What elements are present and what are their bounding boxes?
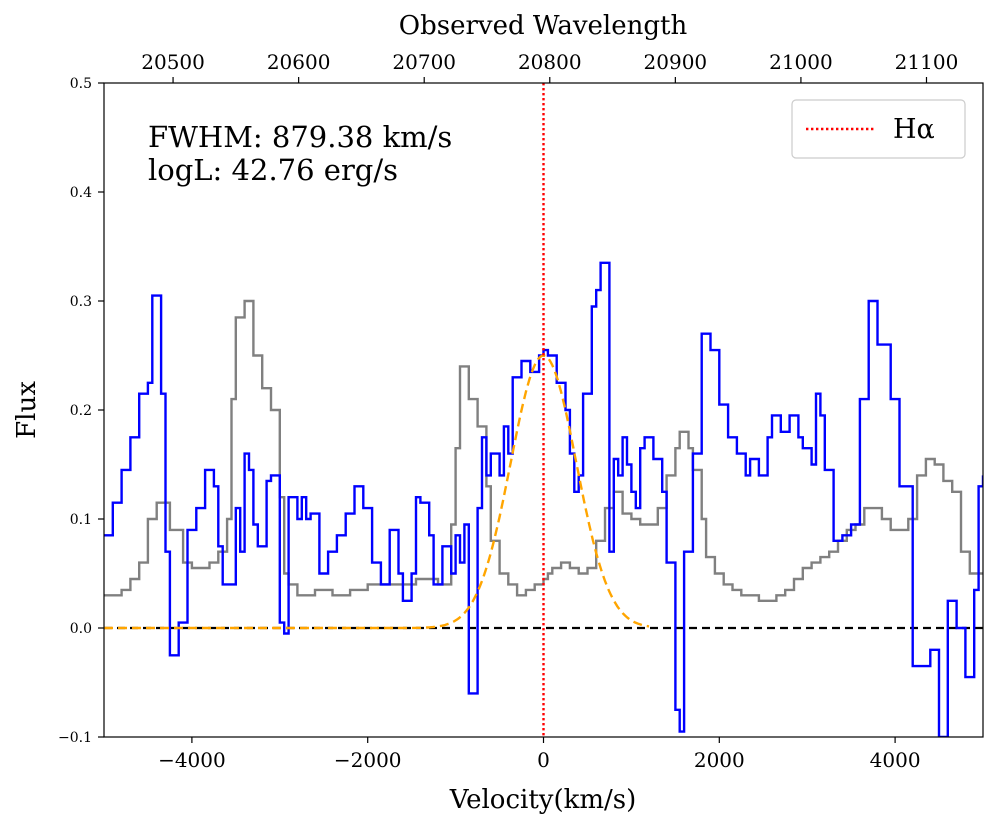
y-tick-label: 0.0 [70,621,92,637]
series-flux [104,261,983,737]
x-tick-label: 4000 [870,748,921,772]
top-x-tick-label: 21000 [769,50,833,74]
legend-box [791,99,966,159]
top-x-tick-label: 21100 [895,50,959,74]
y-tick-label: 0.2 [70,403,92,419]
y-tick-label: 0.4 [70,185,92,201]
x-tick-label: 2000 [694,748,745,772]
y-tick-label: 0.1 [70,512,92,528]
x-axis-label: Velocity(km/s) [449,785,637,815]
top-x-tick-label: 20800 [518,50,582,74]
gaussian-fit [104,354,650,630]
y-tick-label: 0.5 [70,76,92,92]
legend-halpha-label: Hα [893,114,935,145]
fwhm-annotation: FWHM: 879.38 km/s [148,120,452,154]
y-axis-label: Flux [12,381,42,439]
x-tick-label: −4000 [158,748,226,772]
x-tick-label: −2000 [334,748,402,772]
legend: Hα [791,99,966,159]
top-x-tick-label: 20600 [267,50,331,74]
y-tick-label: −0.1 [58,730,92,746]
logl-annotation: logL: 42.76 erg/s [148,153,398,187]
x-tick-label: 0 [537,748,550,772]
top-x-tick-label: 20900 [644,50,708,74]
y-tick-label: 0.3 [70,294,92,310]
top-x-tick-label: 20700 [392,50,456,74]
top-x-axis-label: Observed Wavelength [399,11,688,41]
series-error [104,299,983,602]
top-x-tick-label: 20500 [141,50,205,74]
